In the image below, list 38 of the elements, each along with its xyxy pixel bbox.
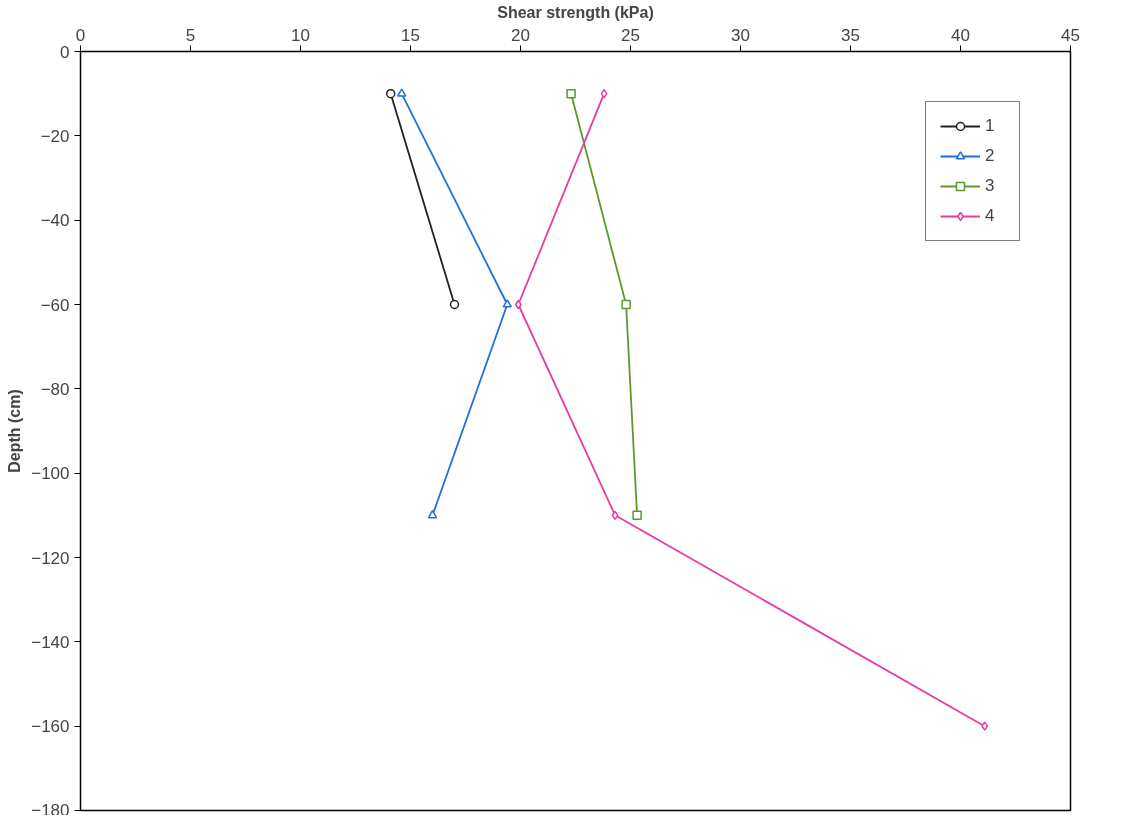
y-tick-label: −100 bbox=[31, 464, 70, 484]
point bbox=[396, 88, 407, 97]
legend-label: 2 bbox=[985, 146, 996, 166]
x-tick-label: 45 bbox=[1061, 25, 1080, 45]
x-tick-label: 25 bbox=[621, 25, 640, 45]
point bbox=[449, 299, 460, 310]
point bbox=[600, 88, 608, 99]
legend-label: 4 bbox=[985, 206, 996, 226]
point bbox=[502, 299, 513, 308]
y-tick-label: −120 bbox=[31, 548, 70, 568]
point bbox=[611, 510, 619, 521]
point bbox=[385, 88, 396, 99]
y-tick-label: −140 bbox=[31, 632, 70, 652]
x-tick-label: 35 bbox=[841, 25, 860, 45]
y-tick-label: −80 bbox=[40, 379, 70, 399]
y-tick-label: −20 bbox=[40, 126, 70, 146]
x-tick-label: 40 bbox=[951, 25, 970, 45]
point bbox=[621, 299, 631, 310]
y-tick-label: −40 bbox=[40, 211, 70, 231]
point bbox=[632, 510, 642, 521]
point bbox=[566, 88, 576, 99]
x-axis-title: Shear strength (kPa) bbox=[497, 3, 654, 21]
x-tick-label: 10 bbox=[291, 25, 310, 45]
y-tick-label: 0 bbox=[60, 42, 70, 62]
y-tick-label: −160 bbox=[31, 717, 70, 737]
x-tick-label: 20 bbox=[511, 25, 530, 45]
legend-label: 3 bbox=[985, 176, 996, 196]
x-tick-label: 30 bbox=[731, 25, 750, 45]
x-tick-label: 0 bbox=[75, 25, 86, 45]
legend-label: 1 bbox=[985, 116, 996, 136]
y-tick-label: −60 bbox=[40, 295, 70, 315]
y-tick-label: −180 bbox=[31, 800, 70, 820]
x-tick-label: 15 bbox=[401, 25, 420, 45]
point bbox=[514, 299, 522, 310]
point bbox=[981, 721, 989, 731]
x-tick-label: 5 bbox=[185, 25, 196, 45]
y-axis-title: Depth (cm) bbox=[6, 389, 24, 473]
point bbox=[427, 509, 438, 519]
